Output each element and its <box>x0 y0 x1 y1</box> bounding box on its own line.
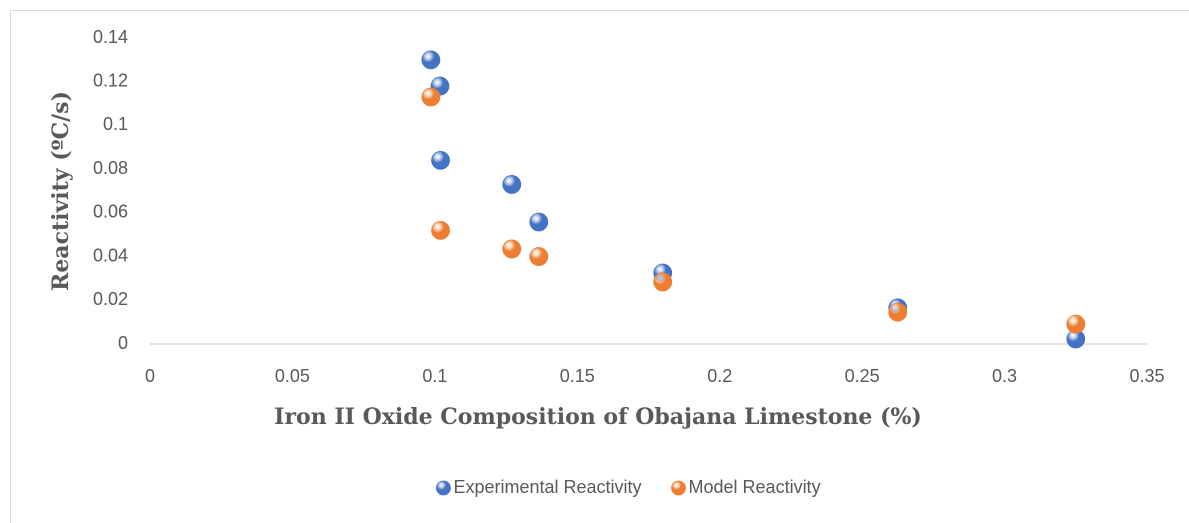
x-tick-label: 0.25 <box>845 366 880 386</box>
y-tick-label: 0.1 <box>103 114 128 134</box>
y-tick-label: 0.08 <box>93 158 128 178</box>
x-tick-label: 0.2 <box>707 366 732 386</box>
x-tick-label: 0.15 <box>560 366 595 386</box>
x-tick-label: 0 <box>145 366 155 386</box>
x-tick-label: 0.35 <box>1129 366 1164 386</box>
y-tick-label: 0.04 <box>93 245 128 265</box>
y-tick-label: 0.14 <box>93 27 128 47</box>
x-tick-label: 0.3 <box>992 366 1017 386</box>
legend-label: Experimental Reactivity <box>453 477 641 497</box>
data-point <box>431 150 450 170</box>
y-axis-title: Reactivity (ºC/s) <box>48 91 74 291</box>
data-point <box>888 302 908 322</box>
data-point <box>1066 314 1086 334</box>
data-point <box>502 239 522 259</box>
data-point <box>421 87 441 107</box>
y-tick-label: 0.12 <box>93 70 128 90</box>
x-tick-label: 0.1 <box>422 366 447 386</box>
data-point <box>502 175 522 194</box>
legend: Experimental Reactivity Model Reactivity <box>436 477 821 497</box>
data-point <box>653 272 673 292</box>
data-point <box>529 247 549 266</box>
y-tick-label: 0.06 <box>93 202 128 222</box>
data-point <box>529 212 549 232</box>
data-point <box>421 50 441 70</box>
y-tick-label: 0.02 <box>93 289 128 309</box>
legend-marker <box>436 480 451 496</box>
data-point <box>431 220 450 240</box>
x-axis-title: Iron II Oxide Composition of Obajana Lim… <box>274 404 922 430</box>
legend-marker <box>671 480 686 496</box>
x-tick-label: 0.05 <box>275 366 310 386</box>
legend-label: Model Reactivity <box>689 477 821 497</box>
chart-border <box>10 10 1189 523</box>
y-tick-label: 0 <box>118 333 128 353</box>
